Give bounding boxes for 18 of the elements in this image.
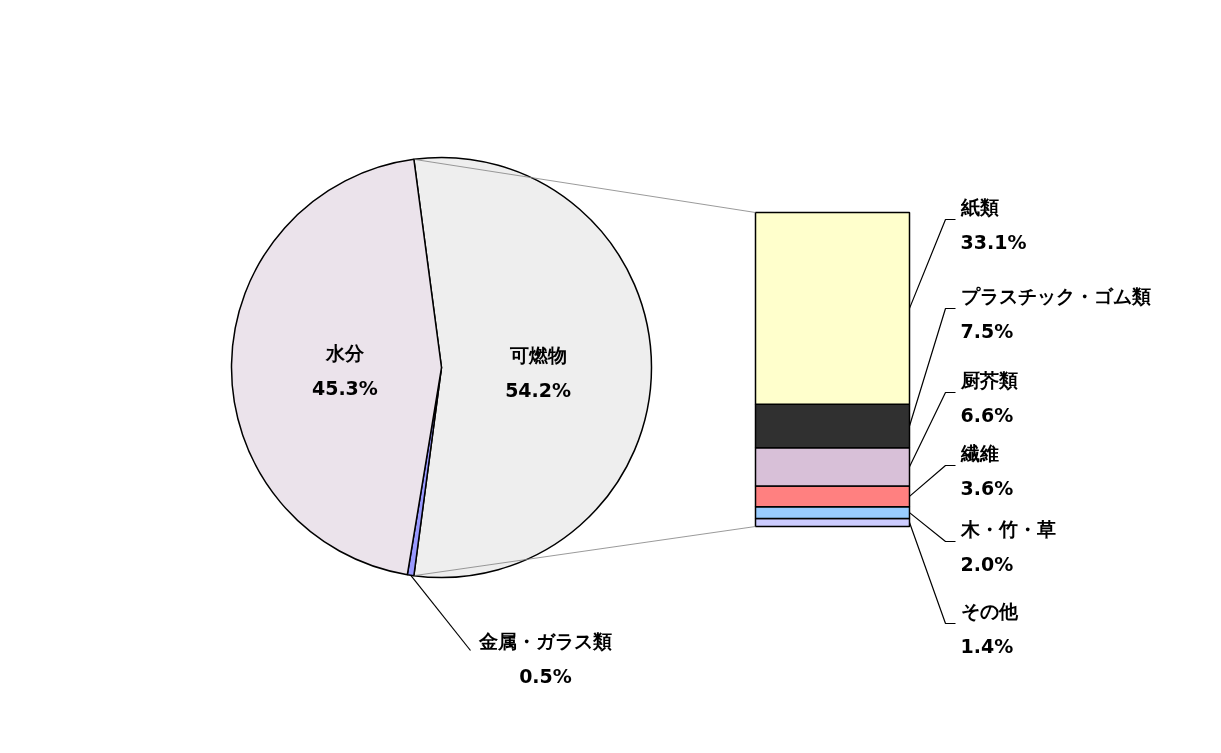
data-label: 54.2%	[505, 378, 572, 401]
text: 厨芥類	[959, 368, 1018, 391]
slice-label: 可燃物	[508, 343, 567, 366]
text: 紙類	[959, 195, 999, 218]
data-label: 7.5%	[960, 319, 1014, 342]
text: 木・竹・草	[959, 517, 1056, 540]
text: その他	[960, 599, 1019, 622]
data-label: 33.1%	[960, 230, 1027, 253]
data-label: 0.5%	[519, 664, 572, 687]
text: 繊維	[959, 441, 999, 464]
data-label: 6.6%	[960, 403, 1014, 426]
data-label: 1.4%	[960, 634, 1014, 657]
slice-label: 水分	[324, 341, 365, 364]
text: プラスチック・ゴム類	[960, 284, 1151, 307]
data-label: 45.3%	[311, 376, 378, 399]
slice-label: 金属・ガラス類	[478, 629, 612, 652]
data-label: 3.6%	[960, 476, 1014, 499]
data-label: 2.0%	[960, 552, 1014, 575]
